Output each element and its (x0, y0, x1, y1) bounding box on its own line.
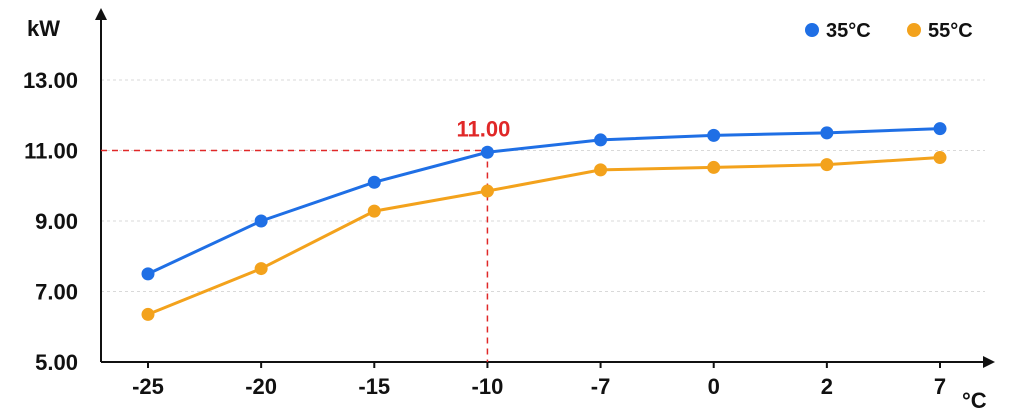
legend-label: 35°C (826, 20, 871, 42)
series-line (147, 156, 941, 316)
data-point (141, 307, 155, 321)
data-point (480, 184, 494, 198)
data-point (933, 151, 947, 165)
data-point (367, 204, 381, 218)
legend-marker (907, 23, 921, 37)
y-axis-arrow (95, 8, 107, 20)
data-point (820, 158, 834, 172)
y-axis-unit: kW (27, 16, 60, 41)
series-line (147, 127, 941, 276)
legend-marker (805, 23, 819, 37)
y-tick-label: 7.00 (35, 280, 78, 305)
y-tick-label: 5.00 (35, 350, 78, 375)
x-tick-labels: -25 -20 -15 -10 -7 0 2 7 (132, 362, 946, 399)
x-tick-label: 7 (934, 374, 946, 399)
y-tick-label: 9.00 (35, 209, 78, 234)
x-axis-arrow (983, 356, 995, 368)
data-point (820, 126, 834, 140)
data-point (254, 262, 268, 276)
data-point (933, 122, 947, 136)
x-tick-label: -20 (245, 374, 277, 399)
legend: 35°C 55°C (805, 20, 973, 42)
data-point (594, 133, 608, 147)
series-group (141, 122, 947, 321)
annotation-label: 11.00 (457, 117, 511, 142)
x-tick-label: -10 (472, 374, 504, 399)
x-axis-unit: °C (962, 388, 987, 413)
y-tick-labels: 5.00 7.00 9.00 11.00 13.00 (23, 68, 78, 375)
y-tick-label: 11.00 (24, 139, 78, 164)
y-tick-label: 13.00 (23, 68, 78, 93)
reference-annotation: 11.00 (101, 117, 511, 362)
x-tick-label: 0 (708, 374, 720, 399)
axes: kW °C (27, 8, 995, 413)
data-point (594, 163, 608, 177)
gridlines (101, 79, 985, 292)
data-point (480, 145, 494, 159)
data-point (141, 267, 155, 281)
x-tick-label: -7 (591, 374, 611, 399)
legend-label: 55°C (928, 20, 973, 42)
data-point (254, 214, 268, 228)
data-point (707, 128, 721, 142)
x-tick-label: -15 (358, 374, 390, 399)
x-tick-label: 2 (821, 374, 833, 399)
x-tick-label: -25 (132, 374, 164, 399)
data-point (367, 175, 381, 189)
data-point (707, 160, 721, 174)
